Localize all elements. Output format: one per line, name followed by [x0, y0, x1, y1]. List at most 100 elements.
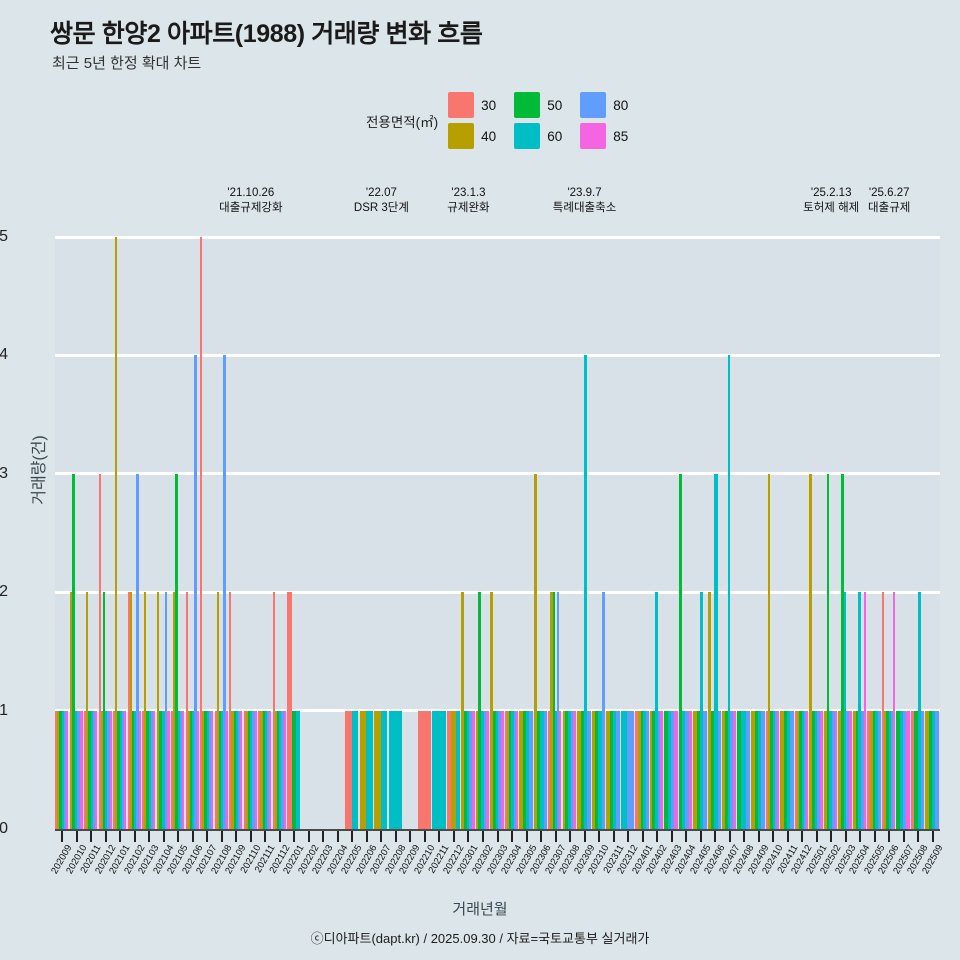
bar-202403-50[interactable] — [664, 710, 668, 829]
bar-202410-80[interactable] — [774, 710, 777, 829]
bar-202105-50[interactable] — [175, 473, 178, 829]
bar-202110-80[interactable] — [252, 710, 255, 829]
bar-202506-40[interactable] — [884, 710, 887, 829]
bar-202208-60[interactable] — [388, 710, 402, 829]
bar-202308-40[interactable] — [562, 710, 566, 829]
bar-202302-50[interactable] — [478, 592, 482, 829]
bar-202012-40[interactable] — [100, 710, 103, 829]
bar-202010-50[interactable] — [72, 473, 75, 829]
bar-202411-80[interactable] — [790, 710, 794, 829]
bar-202311-50[interactable] — [609, 710, 613, 829]
bar-202404-50[interactable] — [678, 473, 683, 829]
bar-202308-85[interactable] — [573, 710, 577, 829]
bar-202107-85[interactable] — [211, 710, 214, 829]
bar-202412-50[interactable] — [799, 710, 802, 829]
bar-202108-80[interactable] — [223, 355, 226, 829]
bar-202301-50[interactable] — [463, 710, 467, 829]
bar-202507-50[interactable] — [896, 710, 900, 829]
bar-202103-50[interactable] — [146, 710, 149, 829]
bar-202112-30[interactable] — [272, 592, 275, 829]
bar-202408-60[interactable] — [741, 710, 746, 829]
bar-202503-60[interactable] — [843, 592, 847, 829]
bar-202505-30[interactable] — [867, 710, 871, 829]
bar-202106-80[interactable] — [194, 355, 197, 829]
bar-202412-60[interactable] — [801, 710, 804, 829]
bar-202405-50[interactable] — [696, 710, 700, 829]
bar-202407-85[interactable] — [733, 710, 736, 829]
legend-item-50[interactable]: 50 — [514, 92, 562, 118]
bar-202412-30[interactable] — [794, 710, 798, 829]
bar-202409-80[interactable] — [761, 710, 765, 829]
bar-202009-30[interactable] — [55, 710, 58, 829]
bar-202403-80[interactable] — [670, 710, 675, 829]
bar-202502-50[interactable] — [826, 473, 830, 829]
bar-202304-50[interactable] — [509, 710, 512, 829]
bar-202407-40[interactable] — [722, 710, 726, 829]
bar-202506-60[interactable] — [888, 710, 891, 829]
bar-202509-50[interactable] — [928, 710, 933, 829]
bar-202105-40[interactable] — [173, 592, 176, 829]
bar-202508-80[interactable] — [920, 710, 925, 829]
bar-202407-50[interactable] — [725, 710, 728, 829]
bar-202212-30[interactable] — [446, 710, 452, 829]
bar-202501-40[interactable] — [809, 473, 813, 829]
bar-202406-50[interactable] — [711, 710, 715, 829]
bar-202011-80[interactable] — [92, 710, 96, 829]
bar-202303-85[interactable] — [500, 710, 504, 829]
bar-202408-80[interactable] — [745, 710, 751, 829]
bar-202306-60[interactable] — [540, 710, 544, 829]
bar-202308-50[interactable] — [565, 710, 569, 829]
bar-202508-60[interactable] — [917, 592, 921, 829]
bar-202107-40[interactable] — [202, 710, 205, 829]
bar-202101-50[interactable] — [117, 710, 120, 829]
bar-202407-60[interactable] — [727, 355, 731, 829]
bar-202403-60[interactable] — [667, 710, 671, 829]
bar-202102-85[interactable] — [138, 710, 141, 829]
bar-202309-40[interactable] — [577, 710, 581, 829]
bar-202307-60[interactable] — [554, 710, 558, 829]
bar-202309-50[interactable] — [580, 710, 584, 829]
bar-202301-80[interactable] — [469, 710, 472, 829]
bar-202304-85[interactable] — [515, 710, 518, 829]
bar-202110-30[interactable] — [243, 710, 246, 829]
bar-202411-50[interactable] — [783, 710, 788, 829]
bar-202009-80[interactable] — [63, 710, 67, 829]
bar-202104-80[interactable] — [164, 592, 168, 829]
bar-202109-80[interactable] — [237, 710, 241, 829]
bar-202010-80[interactable] — [77, 710, 81, 829]
bar-202103-30[interactable] — [142, 710, 145, 829]
bar-202402-80[interactable] — [657, 710, 661, 829]
bar-202310-60[interactable] — [598, 710, 602, 829]
bar-202103-60[interactable] — [148, 710, 151, 829]
bar-202310-80[interactable] — [601, 592, 606, 829]
bar-202112-50[interactable] — [277, 710, 280, 829]
bar-202509-40[interactable] — [925, 710, 929, 829]
bar-202404-60[interactable] — [682, 710, 686, 829]
bar-202407-80[interactable] — [730, 710, 733, 829]
bar-202401-80[interactable] — [645, 710, 649, 829]
bar-202011-85[interactable] — [95, 710, 98, 829]
bar-202402-60[interactable] — [655, 592, 658, 829]
bar-202112-60[interactable] — [279, 710, 282, 829]
bar-202312-80[interactable] — [627, 710, 635, 829]
bar-202111-40[interactable] — [260, 710, 263, 829]
bar-202110-60[interactable] — [250, 710, 253, 829]
bar-202106-40[interactable] — [187, 710, 190, 829]
bar-202302-60[interactable] — [481, 710, 484, 829]
bar-202105-60[interactable] — [177, 710, 180, 829]
bar-202110-40[interactable] — [245, 710, 248, 829]
bar-202101-85[interactable] — [124, 710, 127, 829]
bar-202409-50[interactable] — [754, 710, 759, 829]
bar-202506-85[interactable] — [892, 592, 896, 829]
bar-202106-30[interactable] — [185, 592, 188, 829]
bar-202401-40[interactable] — [637, 710, 641, 829]
bar-202211-60[interactable] — [432, 710, 446, 829]
bar-202305-40[interactable] — [519, 710, 523, 829]
bar-202505-50[interactable] — [872, 710, 876, 829]
legend-item-85[interactable]: 85 — [580, 123, 628, 149]
bar-202504-40[interactable] — [852, 710, 856, 829]
bar-202410-50[interactable] — [770, 710, 773, 829]
bar-202112-85[interactable] — [283, 710, 286, 829]
bar-202105-30[interactable] — [171, 710, 174, 829]
bar-202405-40[interactable] — [693, 710, 697, 829]
